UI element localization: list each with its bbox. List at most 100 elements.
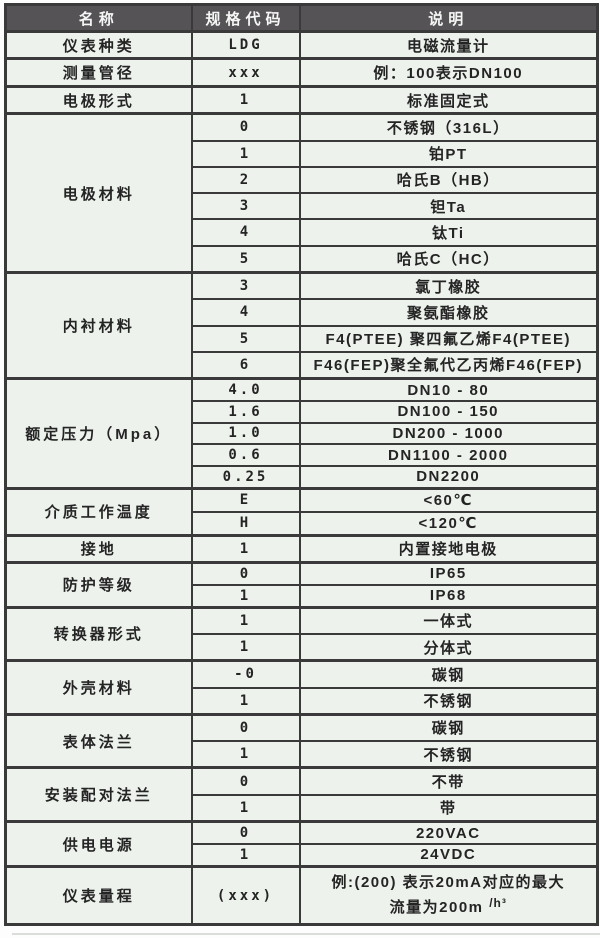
table-row: 3 钽Ta [6,192,599,221]
table-row: 接地 1 内置接地电极 [4,533,599,564]
spec-code-cell: 1 [190,605,301,635]
spec-desc-cell: 碳钢 [298,712,599,743]
spec-table: 名称 规格代码 说明 仪表种类 LDG 电磁流量计 测量管径 xxx 例：100… [4,3,599,926]
spec-code-cell: 3 [190,192,301,221]
table-row: 4 聚氨酯橡胶 [6,298,599,327]
spec-name-cell: 内衬材料 [4,270,193,380]
spec-code-cell: 1 [190,842,301,868]
spec-code-cell: 0.25 [190,464,301,490]
table-row: 防护等级 0 IP65 [4,560,599,609]
spec-desc-cell: 聚氨酯橡胶 [298,298,599,327]
spec-code-cell: 4.0 [190,377,301,402]
header-cell-desc: 说明 [298,3,599,33]
spec-code-cell: E [190,486,301,513]
spec-desc-cell: 内置接地电极 [298,533,599,564]
spec-desc-cell: <60℃ [298,486,599,513]
spec-code-cell: 1 [190,533,301,564]
spec-name-cell: 电极形式 [4,84,193,115]
table-row: 1 不锈钢 [6,740,599,769]
spec-desc-cell: 不带 [298,766,599,796]
spec-desc-cell: 氯丁橡胶 [298,270,599,301]
spec-name-cell: 表体法兰 [4,712,193,769]
spec-desc-cell: 24VDC [298,842,599,868]
table-row: 电极材料 0 不锈钢（316L） [4,112,599,274]
table-row: 电极形式 1 标准固定式 [4,84,599,115]
spec-name-cell: 接地 [4,533,193,564]
table-row: 仪表量程 (xxx) 例:(200) 表示20mA对应的最大 流量为200m /… [4,865,599,926]
table-row: 1 带 [6,793,599,823]
spec-desc-cell: 例:(200) 表示20mA对应的最大 流量为200m /h³ [298,865,599,926]
flow-unit-superscript: /h³ [489,895,507,910]
table-row: 测量管径 xxx 例：100表示DN100 [4,57,599,88]
spec-name-cell: 仪表种类 [4,29,193,60]
spec-code-cell: 0 [190,820,301,845]
spec-name-cell: 仪表量程 [4,865,193,926]
spec-code-cell: 1 [190,686,301,716]
spec-name-cell: 额定压力（Mpa） [4,377,193,490]
table-row: 1.6 DN100 - 150 [6,399,599,424]
spec-name-cell: 安装配对法兰 [4,766,193,823]
spec-code-cell: 1 [190,84,301,115]
spec-desc-cell: F4(PTEE) 聚四氟乙烯F4(PTEE) [298,324,599,353]
spec-code-cell: 1.6 [190,399,301,424]
spec-name-cell: 测量管径 [4,57,193,88]
spec-desc-cell: 碳钢 [298,659,599,689]
spec-desc-cell: 钛Ti [298,218,599,247]
table-row: 转换器形式 1 一体式 [4,605,599,662]
spec-desc-cell: DN1100 - 2000 [298,443,599,467]
header-row: 名称 规格代码 说明 [4,3,599,33]
desc-line-1: 例:(200) 表示20mA对应的最大 [331,873,566,891]
table-row: 5 F4(PTEE) 聚四氟乙烯F4(PTEE) [6,324,599,353]
spec-desc-cell: 分体式 [298,632,599,662]
spec-code-cell: 0 [190,112,301,142]
spec-code-cell: 4 [190,218,301,247]
table-row: 介质工作温度 E <60℃ [4,486,599,537]
spec-code-cell: xxx [190,57,301,88]
spec-desc-cell: 标准固定式 [298,84,599,115]
table-row: 0.25 DN2200 [6,464,599,490]
spec-code-cell: 1 [190,632,301,662]
spec-code-cell: 0 [190,560,301,586]
spec-name-cell: 外壳材料 [4,659,193,716]
spec-code-cell: 5 [190,324,301,353]
spec-code-cell: 1 [190,139,301,168]
spec-name-cell: 电极材料 [4,112,193,274]
spec-desc-cell: 铂PT [298,139,599,168]
table-row: 1.0 DN200 - 1000 [6,421,599,446]
spec-code-cell: 0 [190,712,301,743]
table-row: 额定压力（Mpa） 4.0 DN10 - 80 [4,377,599,490]
spec-desc-cell: <120℃ [298,510,599,537]
table-row: 2 哈氏B（HB） [6,165,599,195]
spec-name-cell: 供电电源 [4,820,193,868]
spec-code-cell: 1 [190,740,301,769]
spec-desc-cell: DN10 - 80 [298,377,599,402]
spec-desc-cell: 钽Ta [298,192,599,221]
spec-desc-cell: 不锈钢 [298,686,599,716]
table-row: 供电电源 0 220VAC [4,820,599,868]
table-row: 1 IP68 [6,583,599,609]
table-row: H <120℃ [6,510,599,537]
table-row: 0.6 DN1100 - 2000 [6,443,599,467]
spec-desc-cell: DN100 - 150 [298,399,599,424]
spec-name-cell: 介质工作温度 [4,486,193,537]
spec-desc-cell: 220VAC [298,820,599,845]
spec-desc-cell: DN2200 [298,464,599,490]
spec-code-cell: 1 [190,583,301,609]
spec-desc-cell: 电磁流量计 [298,29,599,60]
spec-code-cell: LDG [190,29,301,60]
table-row: 表体法兰 0 碳钢 [4,712,599,769]
spec-desc-cell: DN200 - 1000 [298,421,599,446]
spec-desc-cell: F46(FEP)聚全氟代乙丙烯F46(FEP) [298,350,599,380]
spec-desc-cell: IP65 [298,560,599,586]
table-row: 安装配对法兰 0 不带 [4,766,599,823]
table-row: 5 哈氏C（HC） [6,244,599,274]
spec-code-cell: 1.0 [190,421,301,446]
header-cell-code: 规格代码 [190,3,301,33]
spec-desc-cell: 不锈钢（316L） [298,112,599,142]
spec-desc-cell: 哈氏B（HB） [298,165,599,195]
spec-code-cell: 1 [190,793,301,823]
table-row: 6 F46(FEP)聚全氟代乙丙烯F46(FEP) [6,350,599,380]
spec-code-cell: 4 [190,298,301,327]
spec-desc-cell: 例：100表示DN100 [298,57,599,88]
